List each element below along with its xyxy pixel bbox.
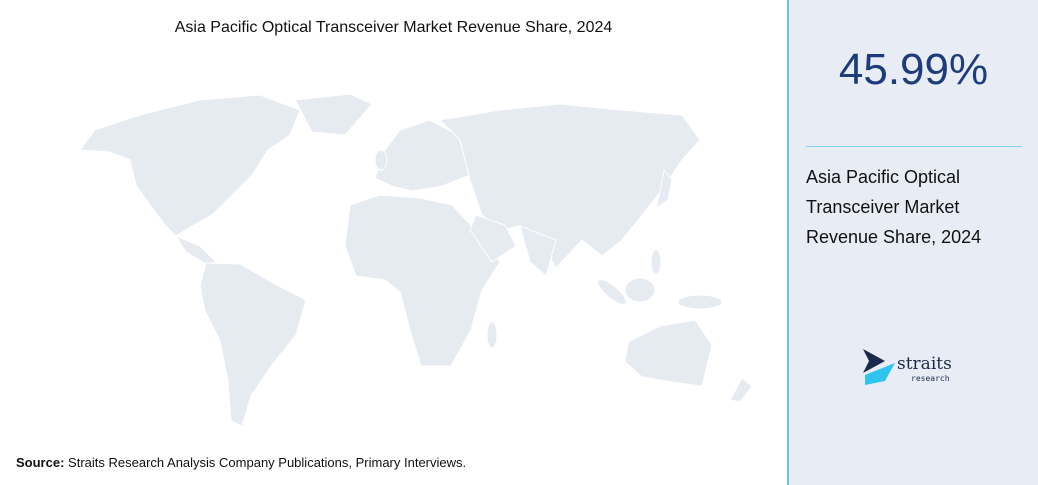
australia (624, 319, 713, 387)
logo-mark-dark (863, 349, 885, 373)
sumatra (597, 279, 627, 305)
new-guinea (677, 294, 723, 310)
title: Asia Pacific Optical Transceiver Market … (174, 19, 613, 36)
logo-mark-light (865, 363, 895, 385)
borneo (624, 277, 656, 303)
world-map (79, 93, 753, 427)
stat-panel: 45.99% Asia Pacific Optical Transceiver … (789, 0, 1038, 485)
source-label: Source: (16, 455, 65, 470)
new-zealand (729, 377, 753, 403)
source: Source: Straits Research Analysis Compan… (16, 455, 466, 470)
map-panel: Asia Pacific Optical Transceiver Market … (16, 19, 753, 470)
stat-value: 45.99% (838, 45, 989, 94)
source-text: Straits Research Analysis Company Public… (68, 455, 467, 470)
rule (806, 146, 1022, 147)
divider (787, 0, 789, 485)
stat-description: Asia Pacific Optical Transceiver Market … (806, 162, 1021, 252)
arabia (469, 214, 517, 263)
logo-name: straits (897, 354, 952, 374)
south-america (199, 262, 307, 427)
greenland (294, 93, 373, 136)
madagascar (486, 321, 498, 349)
japan (655, 168, 673, 210)
british-isles (374, 149, 388, 171)
stat-line: Asia Pacific Optical (806, 167, 961, 187)
africa (344, 194, 501, 367)
stat-line: Transceiver Market (806, 197, 960, 217)
central-america (174, 234, 218, 265)
logo-tagline: research (911, 374, 950, 383)
philippines (650, 249, 662, 275)
logo: straits research (863, 349, 952, 385)
stat-line: Revenue Share, 2024 (806, 227, 982, 247)
north-america (79, 94, 301, 237)
india (519, 225, 557, 277)
